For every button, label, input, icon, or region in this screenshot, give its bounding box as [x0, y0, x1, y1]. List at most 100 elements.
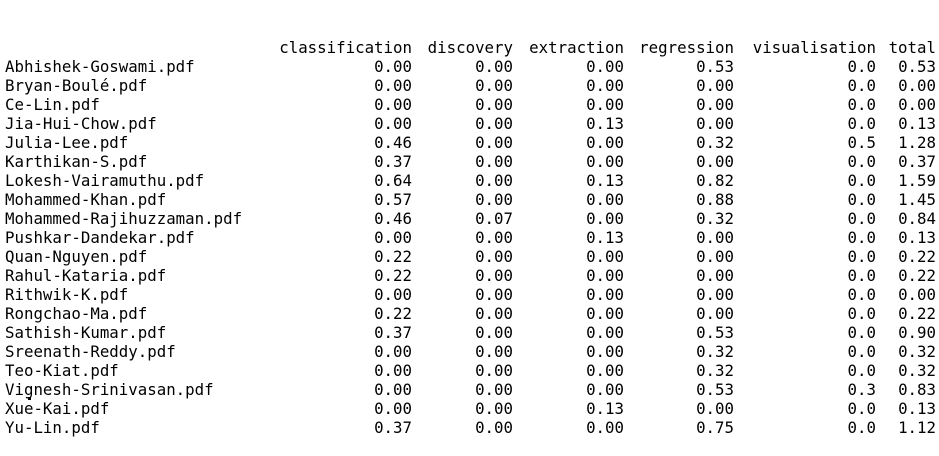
column-header-regression: regression [624, 38, 734, 57]
cell-extraction: 0.00 [513, 361, 624, 380]
cell-visualisation: 0.0 [734, 342, 876, 361]
cell-discovery: 0.00 [412, 323, 513, 342]
cell-regression: 0.00 [624, 95, 734, 114]
cell-discovery: 0.00 [412, 171, 513, 190]
cell-total: 0.32 [876, 361, 936, 380]
table-row: Sathish-Kumar.pdf0.370.000.000.530.00.90 [5, 323, 936, 342]
table-row: Karthikan-S.pdf0.370.000.000.000.00.37 [5, 152, 936, 171]
table-row: Rongchao-Ma.pdf0.220.000.000.000.00.22 [5, 304, 936, 323]
cell-discovery: 0.07 [412, 209, 513, 228]
cell-classification: 0.37 [257, 418, 412, 437]
cell-total: 0.90 [876, 323, 936, 342]
row-label: Mohammed-Rajihuzzaman.pdf [5, 209, 257, 228]
table-row: Sreenath-Reddy.pdf0.000.000.000.320.00.3… [5, 342, 936, 361]
cell-classification: 0.00 [257, 285, 412, 304]
cell-visualisation: 0.0 [734, 304, 876, 323]
table-row: Bryan-Boulé.pdf0.000.000.000.000.00.00 [5, 76, 936, 95]
cell-extraction: 0.00 [513, 95, 624, 114]
column-header-visualisation: visualisation [734, 38, 876, 57]
cell-visualisation: 0.0 [734, 323, 876, 342]
cell-classification: 0.00 [257, 76, 412, 95]
table-header: classification discovery extraction regr… [5, 38, 936, 57]
table-row: Pushkar-Dandekar.pdf0.000.000.130.000.00… [5, 228, 936, 247]
column-header-total: total [876, 38, 936, 57]
cell-regression: 0.00 [624, 114, 734, 133]
cell-classification: 0.57 [257, 190, 412, 209]
cell-total: 0.13 [876, 228, 936, 247]
cell-classification: 0.46 [257, 209, 412, 228]
row-label: Abhishek-Goswami.pdf [5, 57, 257, 76]
cell-visualisation: 0.5 [734, 133, 876, 152]
row-label: Julia-Lee.pdf [5, 133, 257, 152]
cell-discovery: 0.00 [412, 114, 513, 133]
cell-classification: 0.00 [257, 342, 412, 361]
cell-discovery: 0.00 [412, 57, 513, 76]
cell-regression: 0.32 [624, 361, 734, 380]
cell-total: 0.00 [876, 76, 936, 95]
table-row: Rahul-Kataria.pdf0.220.000.000.000.00.22 [5, 266, 936, 285]
console-output: classification discovery extraction regr… [5, 0, 936, 456]
cell-extraction: 0.00 [513, 57, 624, 76]
cell-visualisation: 0.0 [734, 190, 876, 209]
cell-visualisation: 0.0 [734, 57, 876, 76]
row-label: Karthikan-S.pdf [5, 152, 257, 171]
table-row: Yu-Lin.pdf0.370.000.000.750.01.12 [5, 418, 936, 437]
cell-discovery: 0.00 [412, 285, 513, 304]
cell-visualisation: 0.0 [734, 209, 876, 228]
row-label: Lokesh-Vairamuthu.pdf [5, 171, 257, 190]
dataframe-table: classification discovery extraction regr… [5, 38, 936, 437]
cell-regression: 0.00 [624, 266, 734, 285]
row-label: Pushkar-Dandekar.pdf [5, 228, 257, 247]
cell-total: 0.13 [876, 114, 936, 133]
cell-extraction: 0.00 [513, 418, 624, 437]
column-header-classification: classification [257, 38, 412, 57]
cell-discovery: 0.00 [412, 133, 513, 152]
row-label: Bryan-Boulé.pdf [5, 76, 257, 95]
cell-visualisation: 0.0 [734, 171, 876, 190]
table-row: Ce-Lin.pdf0.000.000.000.000.00.00 [5, 95, 936, 114]
cell-regression: 0.32 [624, 342, 734, 361]
row-label: Mohammed-Khan.pdf [5, 190, 257, 209]
row-label: Rahul-Kataria.pdf [5, 266, 257, 285]
cell-classification: 0.22 [257, 266, 412, 285]
cell-classification: 0.00 [257, 57, 412, 76]
cell-extraction: 0.13 [513, 171, 624, 190]
table-row: Vignesh-Srinivasan.pdf0.000.000.000.530.… [5, 380, 936, 399]
cell-regression: 0.53 [624, 323, 734, 342]
column-header-discovery: discovery [412, 38, 513, 57]
cell-regression: 0.32 [624, 133, 734, 152]
cell-visualisation: 0.0 [734, 247, 876, 266]
cell-extraction: 0.00 [513, 323, 624, 342]
column-header-extraction: extraction [513, 38, 624, 57]
cell-extraction: 0.00 [513, 76, 624, 95]
cell-visualisation: 0.0 [734, 228, 876, 247]
row-label: Sreenath-Reddy.pdf [5, 342, 257, 361]
cell-visualisation: 0.0 [734, 266, 876, 285]
table-row: Mohammed-Rajihuzzaman.pdf0.460.070.000.3… [5, 209, 936, 228]
cell-extraction: 0.00 [513, 342, 624, 361]
cell-total: 0.84 [876, 209, 936, 228]
cell-classification: 0.00 [257, 361, 412, 380]
table-body: Abhishek-Goswami.pdf0.000.000.000.530.00… [5, 57, 936, 437]
cell-visualisation: 0.0 [734, 95, 876, 114]
cell-discovery: 0.00 [412, 304, 513, 323]
header-row: classification discovery extraction regr… [5, 38, 936, 57]
cell-total: 0.22 [876, 304, 936, 323]
cell-regression: 0.00 [624, 247, 734, 266]
cell-visualisation: 0.0 [734, 418, 876, 437]
cell-total: 1.28 [876, 133, 936, 152]
cell-extraction: 0.00 [513, 285, 624, 304]
cell-total: 0.32 [876, 342, 936, 361]
table-row: Rithwik-K.pdf0.000.000.000.000.00.00 [5, 285, 936, 304]
cell-discovery: 0.00 [412, 361, 513, 380]
row-label: Vignesh-Srinivasan.pdf [5, 380, 257, 399]
cell-visualisation: 0.3 [734, 380, 876, 399]
table-row: Abhishek-Goswami.pdf0.000.000.000.530.00… [5, 57, 936, 76]
cell-extraction: 0.00 [513, 247, 624, 266]
table-row: Lokesh-Vairamuthu.pdf0.640.000.130.820.0… [5, 171, 936, 190]
cell-regression: 0.00 [624, 76, 734, 95]
cell-visualisation: 0.0 [734, 114, 876, 133]
cell-regression: 0.00 [624, 228, 734, 247]
table-row: Jia-Hui-Chow.pdf0.000.000.130.000.00.13 [5, 114, 936, 133]
row-label: Quan-Nguyen.pdf [5, 247, 257, 266]
